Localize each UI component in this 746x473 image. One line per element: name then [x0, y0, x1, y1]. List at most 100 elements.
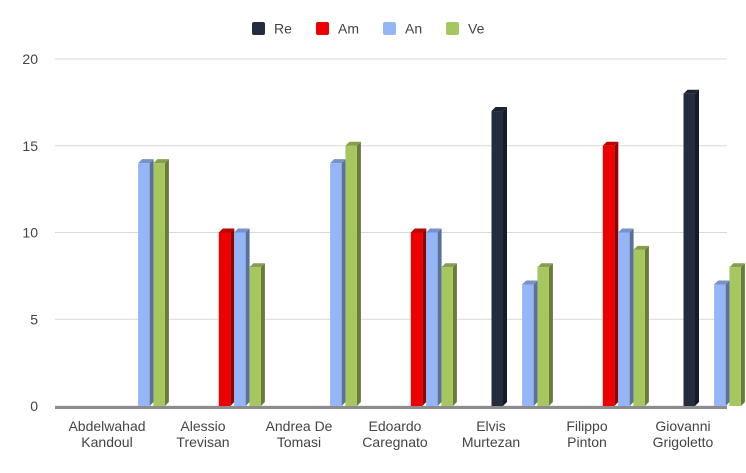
bar [714, 280, 730, 406]
bar [441, 263, 457, 406]
legend-item: An [383, 21, 422, 37]
x-tick-label: Elvis [476, 418, 506, 434]
bar [345, 141, 361, 406]
bar-front [537, 267, 549, 406]
bar-top [522, 280, 538, 285]
bar-side [164, 159, 169, 406]
bar [234, 228, 250, 406]
bar-top [683, 89, 699, 94]
bar-front [153, 163, 165, 406]
bar-side [644, 245, 649, 406]
bar-top [602, 141, 619, 146]
legend-label: Ve [468, 21, 485, 37]
bar [138, 159, 154, 406]
x-tick-label: Grigoletto [653, 434, 714, 450]
bar-side [341, 159, 346, 406]
y-axis-ticks: 0 5 10 15 20 [22, 51, 38, 414]
legend-label: Am [338, 21, 359, 37]
legend-label: An [405, 21, 422, 37]
bar [618, 228, 634, 406]
bar-front [491, 111, 503, 407]
bars [138, 89, 745, 407]
bar-top [714, 280, 730, 285]
bar-top [491, 107, 507, 112]
bar [633, 245, 649, 406]
y-tick-label: 20 [22, 51, 38, 67]
bar [729, 263, 745, 406]
bar-front [218, 232, 231, 406]
bar [218, 228, 235, 406]
bar-front [330, 163, 342, 406]
x-tick-label: Murtezan [462, 434, 520, 450]
bar-top [426, 228, 442, 233]
bar-top [153, 159, 169, 164]
bar-front [602, 145, 615, 406]
bar [537, 263, 553, 406]
bar-side [548, 263, 553, 406]
bar-top [218, 228, 235, 233]
bar-side [230, 228, 235, 406]
bar-front [633, 249, 645, 406]
bar-front [138, 163, 150, 406]
x-tick-label: Andrea De [266, 418, 333, 434]
x-tick-label: Kandoul [81, 434, 132, 450]
bar-side [452, 263, 457, 406]
bar-side [356, 141, 361, 406]
bar-top [249, 263, 265, 268]
bar-side [260, 263, 265, 406]
x-tick-label: Abdelwahad [68, 418, 145, 434]
bar-top [633, 245, 649, 250]
x-tick-label: Trevisan [176, 434, 229, 450]
legend-swatch [316, 22, 329, 35]
bar-front [426, 232, 438, 406]
bar-front [441, 267, 453, 406]
bar-front [683, 93, 695, 406]
bar-top [345, 141, 361, 146]
bar-top [138, 159, 154, 164]
bar-top [234, 228, 250, 233]
bar-side [245, 228, 250, 406]
bar [602, 141, 619, 406]
bar [426, 228, 442, 406]
legend-item: Re [252, 21, 292, 37]
bar-front [410, 232, 423, 406]
bar-front [714, 284, 726, 406]
x-axis [55, 406, 727, 409]
y-tick-label: 0 [30, 398, 38, 414]
y-tick-label: 15 [22, 138, 38, 154]
x-tick-label: Tomasi [277, 434, 321, 450]
bar-front [234, 232, 246, 406]
bar [491, 107, 507, 407]
bar-side [725, 280, 730, 406]
legend: Re Am An Ve [252, 21, 485, 37]
bar-side [614, 141, 619, 406]
bar-top [410, 228, 427, 233]
bar [330, 159, 346, 406]
bar-top [537, 263, 553, 268]
legend-swatch [383, 22, 396, 35]
legend-label: Re [274, 21, 292, 37]
x-tick-label: Pinton [567, 434, 607, 450]
bar [153, 159, 169, 406]
bar [522, 280, 538, 406]
bar-top [729, 263, 745, 268]
y-tick-label: 10 [22, 225, 38, 241]
x-axis-line [55, 406, 727, 409]
x-tick-label: Giovanni [655, 418, 710, 434]
bar-side [422, 228, 427, 406]
bar-front [522, 284, 534, 406]
bar-front [345, 145, 357, 406]
bar-side [149, 159, 154, 406]
legend-swatch [252, 22, 265, 35]
legend-item: Ve [446, 21, 485, 37]
x-tick-label: Caregnato [362, 434, 428, 450]
bar-side [533, 280, 538, 406]
bar-front [729, 267, 741, 406]
x-tick-label: Filippo [566, 418, 607, 434]
bar-top [330, 159, 346, 164]
y-tick-label: 5 [30, 311, 38, 327]
x-tick-label: Edoardo [369, 418, 422, 434]
bar-top [441, 263, 457, 268]
